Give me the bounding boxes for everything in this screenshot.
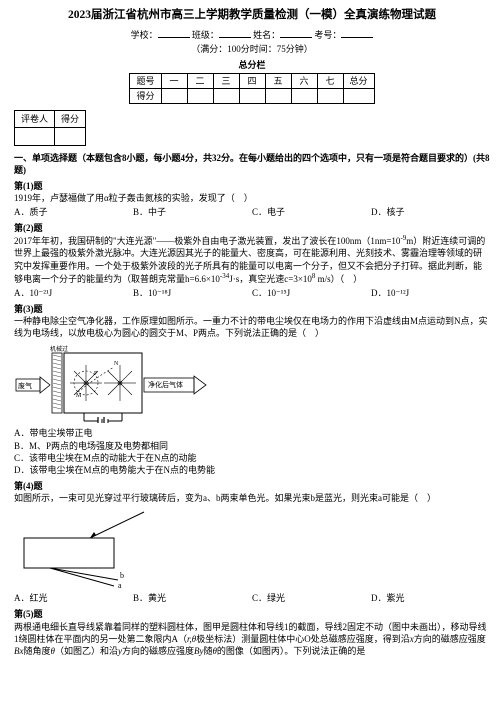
- q3-opt-c: C．该带电尘埃在M点的动能大于在N点的动能: [14, 452, 490, 464]
- score-value-row: 得分: [130, 89, 374, 104]
- q4-num: 第(4)题: [14, 480, 490, 492]
- q1-opts: A．质子 B．中子 C．电子 D．核子: [14, 206, 490, 218]
- score-header-row: 题号 一 二 三 四 五 六 七 总分: [130, 73, 374, 88]
- q5-s3: Bx: [14, 646, 24, 656]
- q5-num: 第(5)题: [14, 608, 490, 620]
- grader-blank1: [55, 128, 86, 145]
- q2-d: m/s）（ ）: [315, 274, 362, 284]
- q2-opts: A．10⁻²¹J B．10⁻¹⁸J C．10⁻¹⁵J D．10⁻¹²J: [14, 287, 490, 299]
- q2-body: 2017年年初，我国研制的"大连光源"——极紫外自由电子激光装置，发出了波长在1…: [14, 234, 490, 285]
- q2-opt-d: D．10⁻¹²J: [371, 287, 490, 299]
- score-table: 题号 一 二 三 四 五 六 七 总分 得分: [129, 73, 374, 104]
- q2-e2: -34: [220, 272, 229, 280]
- svg-text:a: a: [118, 581, 122, 588]
- q4-body: 如图所示，一束可见光穿过平行玻璃砖后，变为a、b两束单色光。如果光束b是蓝光，则…: [14, 492, 490, 504]
- examno-blank: [341, 28, 373, 38]
- timing: （满分：100分时间：75分钟）: [14, 43, 490, 55]
- q5-c: 方向的磁感应强度: [414, 634, 486, 644]
- svg-text:b: b: [120, 571, 124, 580]
- q4-opt-b: B．黄光: [133, 592, 252, 604]
- school-label: 学校：: [131, 30, 158, 40]
- q5-b: 极坐标法）测量圆柱体中心O处总磁感应强度，得到沿: [196, 634, 410, 644]
- score-h1: 一: [161, 73, 187, 88]
- q2-a: 2017年年初，我国研制的"大连光源"——极紫外自由电子激光装置，发出了波长在1…: [14, 236, 400, 246]
- score-h8: 总分: [343, 73, 374, 88]
- q4-opts: A．红光 B．黄光 C．绿光 D．紫光: [14, 592, 490, 604]
- page-title: 2023届浙江省杭州市高三上学期教学质量检测（一模）全真演练物理试题: [14, 8, 490, 24]
- examno-label: 考号：: [314, 30, 341, 40]
- q1-body: 1919年，卢瑟福做了用α粒子轰击氮核的实验，发现了（ ）: [14, 192, 490, 204]
- q4-opt-c: C．绿光: [252, 592, 371, 604]
- q1-opt-b: B．中子: [133, 206, 252, 218]
- score-h2: 二: [187, 73, 213, 88]
- q2-num: 第(2)题: [14, 222, 490, 234]
- sv1: [161, 89, 187, 104]
- q5-d: 随角度: [24, 646, 51, 656]
- q5-h: 的图像（如图丙）。下列说法正确的是: [217, 646, 366, 656]
- grader-col1: 得分: [55, 111, 86, 128]
- name-blank: [280, 28, 312, 38]
- q2-opt-c: C．10⁻¹⁵J: [252, 287, 371, 299]
- school-blank: [158, 28, 190, 38]
- q3-figure: 废气 机械过 M P N: [14, 343, 490, 423]
- q3-num: 第(3)题: [14, 303, 490, 315]
- score-header: 总分栏: [14, 59, 490, 71]
- grader-table: 评卷人 得分: [14, 110, 86, 145]
- q3-top-label: 机械过: [50, 345, 68, 353]
- svg-text:N: N: [114, 361, 119, 367]
- q3-body: 一种静电除尘空气净化器，工作原理如图所示。一重力不计的带电尘埃仅在电场力的作用下…: [14, 315, 490, 339]
- q1-num: 第(1)题: [14, 180, 490, 192]
- section1-head: 一、单项选择题（本题包含8小题，每小题4分，共32分。在每小题给出的四个选项中，…: [14, 152, 490, 176]
- sv3: [213, 89, 239, 104]
- q1-opt-d: D．核子: [371, 206, 490, 218]
- q5-e: （如图乙）和沿: [55, 646, 118, 656]
- score-h4: 四: [239, 73, 265, 88]
- sv6: [291, 89, 317, 104]
- q3-left-label: 废气: [18, 381, 32, 390]
- q3-opt-b: B．M、P两点的电场强度及电势都相同: [14, 440, 490, 452]
- q5-f: 方向的磁感应强度: [122, 646, 194, 656]
- q5-body: 两根通电细长直导线紧靠着同样的塑料圆柱体，图甲是圆柱体和导线1的截面，导线2固定…: [14, 621, 490, 657]
- name-label: 姓名：: [253, 30, 280, 40]
- q4-opt-a: A．红光: [14, 592, 133, 604]
- class-label: 班级：: [192, 30, 219, 40]
- q4-opt-d: D．紫光: [371, 592, 490, 604]
- score-h5: 五: [265, 73, 291, 88]
- q5-s1: r,θ: [187, 634, 196, 644]
- grader-col0: 评卷人: [15, 111, 55, 128]
- q3-opt-a: A．带电尘埃带正电: [14, 427, 490, 439]
- svg-text:M: M: [76, 393, 82, 399]
- score-h0: 题号: [130, 73, 161, 88]
- score-row-label: 得分: [130, 89, 161, 104]
- q4-figure: a b: [14, 508, 490, 588]
- score-h6: 六: [291, 73, 317, 88]
- q2-c: J·s，真空光速c=3×10: [229, 274, 312, 284]
- sv8: [343, 89, 374, 104]
- score-h3: 三: [213, 73, 239, 88]
- class-blank: [219, 28, 251, 38]
- q2-opt-b: B．10⁻¹⁸J: [133, 287, 252, 299]
- sv2: [187, 89, 213, 104]
- q1-opt-a: A．质子: [14, 206, 133, 218]
- q3-opts: A．带电尘埃带正电 B．M、P两点的电场强度及电势都相同 C．该带电尘埃在M点的…: [14, 427, 490, 476]
- sv5: [265, 89, 291, 104]
- sv4: [239, 89, 265, 104]
- q2-opt-a: A．10⁻²¹J: [14, 287, 133, 299]
- q3-opt-d: D．该带电尘埃在M点的电势能大于在N点的电势能: [14, 464, 490, 476]
- q1-opt-c: C．电子: [252, 206, 371, 218]
- q3-right-label: 净化后气体: [148, 380, 183, 389]
- sv7: [317, 89, 343, 104]
- grader-blank0: [15, 128, 55, 145]
- meta-line: 学校： 班级： 姓名： 考号：: [14, 28, 490, 41]
- score-h7: 七: [317, 73, 343, 88]
- q4-svg: a b: [14, 508, 184, 588]
- q3-svg: 废气 机械过 M P N: [14, 343, 234, 423]
